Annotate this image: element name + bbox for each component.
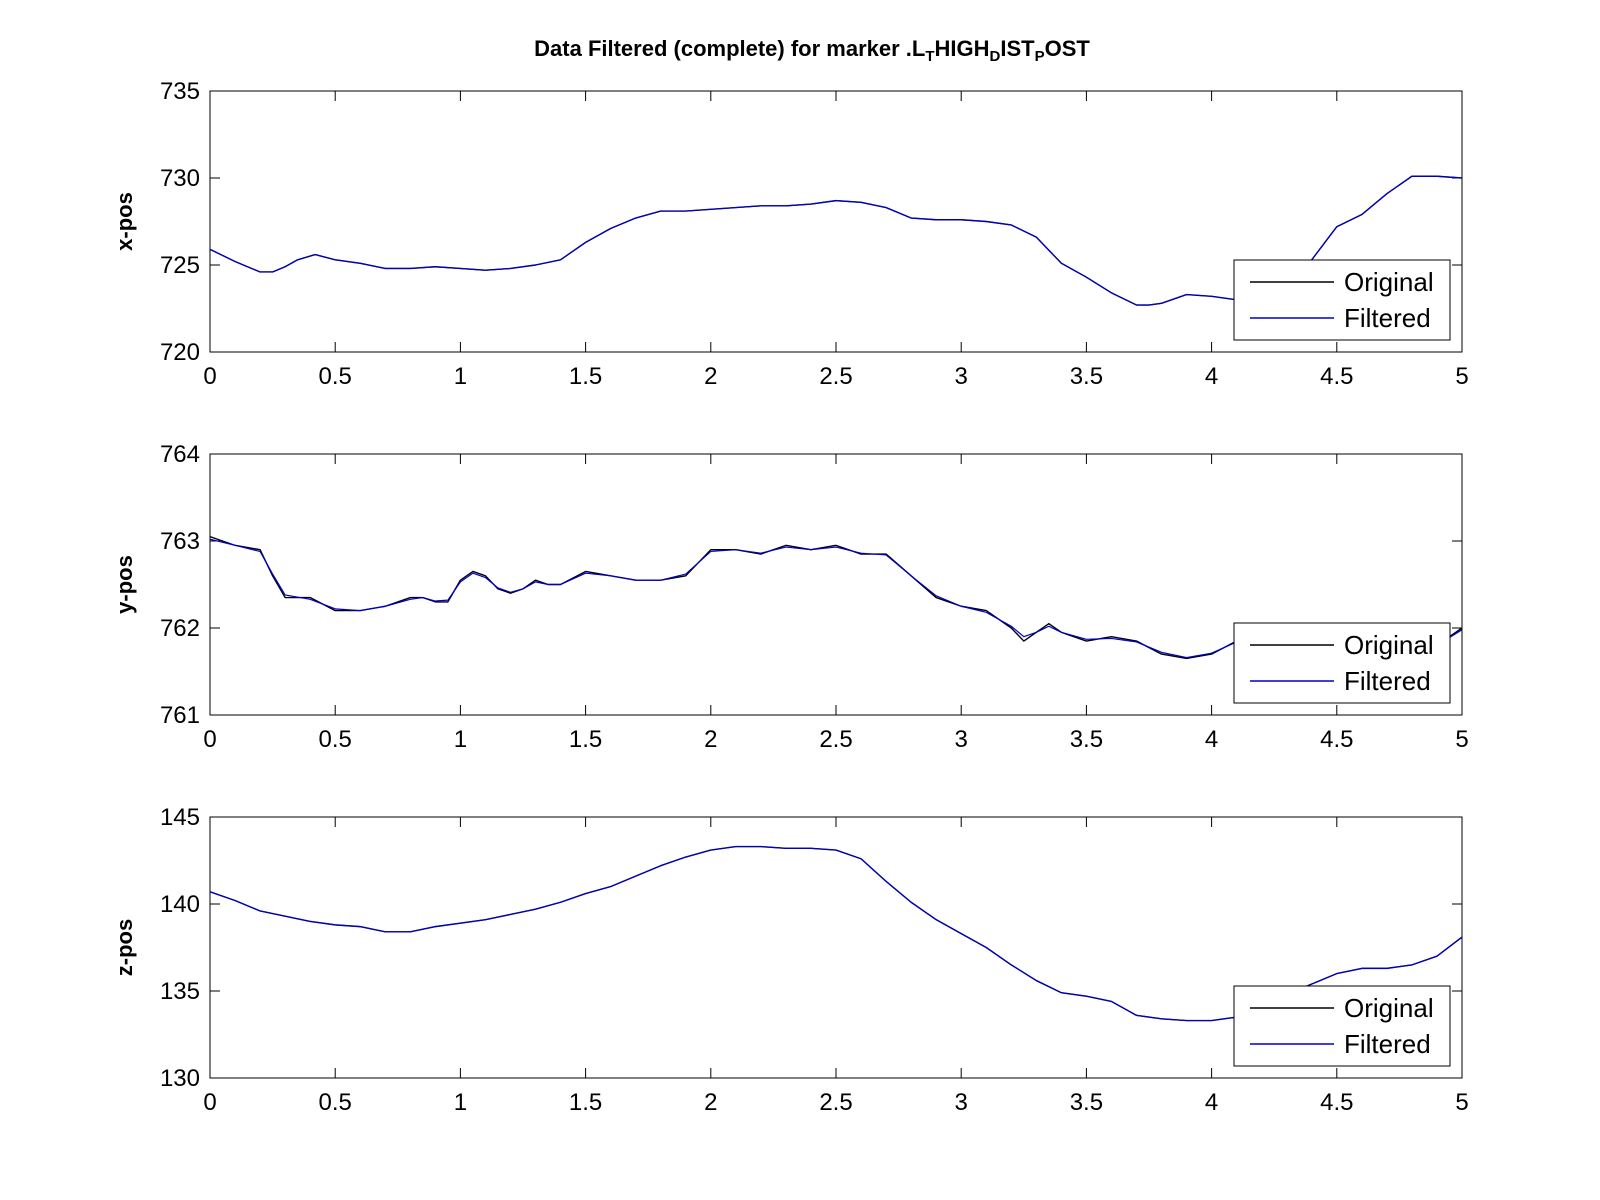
title-subscript: T	[925, 48, 934, 65]
legend-label-filtered: Filtered	[1344, 303, 1431, 333]
title-subscript: P	[1035, 48, 1045, 65]
x-tick-label: 1.5	[569, 726, 602, 753]
x-tick-label: 3	[955, 363, 968, 390]
x-tick-label: 5	[1455, 363, 1468, 390]
x-tick-label: 0	[203, 726, 216, 753]
x-tick-label: 1	[454, 1089, 467, 1116]
y-tick-label: 761	[160, 702, 200, 729]
x-tick-label: 3.5	[1070, 726, 1103, 753]
x-tick-label: 1.5	[569, 363, 602, 390]
x-tick-label: 5	[1455, 1089, 1468, 1116]
x-tick-label: 1	[454, 726, 467, 753]
y-axis-label: y-pos	[112, 555, 137, 614]
x-tick-label: 1.5	[569, 1089, 602, 1116]
title-segment: IST	[1000, 36, 1035, 61]
y-tick-label: 730	[160, 165, 200, 192]
y-tick-label: 735	[160, 78, 200, 105]
y-axis-label: x-pos	[112, 192, 137, 251]
x-tick-label: 2	[704, 363, 717, 390]
x-tick-label: 1	[454, 363, 467, 390]
title-segment: OST	[1045, 36, 1091, 61]
figure-title: Data Filtered (complete) for marker .LTH…	[534, 36, 1090, 65]
legend-box	[1233, 985, 1451, 1067]
legend: Original Filtered	[1233, 259, 1451, 341]
subplot-y-pos: 0 0.5 1 1.5 2 2.5 3 3.5 4 4.5 5 761 762 763 764 y-pos Or…	[112, 441, 1469, 753]
title-segment: Data Filtered (complete) for marker .L	[534, 36, 925, 61]
subplot-z-pos: 0 0.5 1 1.5 2 2.5 3 3.5 4 4.5 5 130 135 140 145 z-pos Or…	[112, 804, 1469, 1116]
series-line-filtered	[210, 538, 1462, 661]
x-tick-label: 2.5	[819, 1089, 852, 1116]
legend-label-original: Original	[1344, 993, 1434, 1023]
x-tick-label: 4	[1205, 363, 1218, 390]
legend: Original Filtered	[1233, 622, 1451, 704]
y-tick-label: 130	[160, 1065, 200, 1092]
legend-label-original: Original	[1344, 630, 1434, 660]
y-tick-label: 135	[160, 978, 200, 1005]
legend-label-original: Original	[1344, 267, 1434, 297]
x-tick-label: 2	[704, 726, 717, 753]
legend-label-filtered: Filtered	[1344, 666, 1431, 696]
x-tick-label: 3.5	[1070, 1089, 1103, 1116]
legend-box	[1233, 259, 1451, 341]
legend-label-filtered: Filtered	[1344, 1029, 1431, 1059]
x-tick-label: 4.5	[1320, 1089, 1353, 1116]
x-tick-label: 5	[1455, 726, 1468, 753]
x-tick-label: 4	[1205, 726, 1218, 753]
legend: Original Filtered	[1233, 985, 1451, 1067]
y-tick-label: 145	[160, 804, 200, 831]
x-tick-label: 4	[1205, 1089, 1218, 1116]
x-tick-label: 2.5	[819, 726, 852, 753]
x-tick-label: 4.5	[1320, 726, 1353, 753]
y-tick-label: 762	[160, 615, 200, 642]
y-axis-label: z-pos	[112, 919, 137, 976]
x-tick-label: 3	[955, 1089, 968, 1116]
x-tick-label: 0	[203, 1089, 216, 1116]
subplot-panels: 0 0.5 1 1.5 2 2.5 3 3.5 4 4.5 5 720 725 730 735 x-pos Or…	[112, 78, 1469, 1116]
x-tick-label: 2.5	[819, 363, 852, 390]
x-tick-label: 2	[704, 1089, 717, 1116]
x-tick-label: 0.5	[319, 726, 352, 753]
y-tick-label: 763	[160, 528, 200, 555]
x-tick-label: 0	[203, 363, 216, 390]
y-tick-label: 725	[160, 252, 200, 279]
y-tick-label: 140	[160, 891, 200, 918]
x-tick-label: 4.5	[1320, 363, 1353, 390]
title-segment: HIGH	[935, 36, 990, 61]
y-tick-label: 720	[160, 339, 200, 366]
y-tick-label: 764	[160, 441, 200, 468]
x-tick-label: 3	[955, 726, 968, 753]
x-tick-label: 3.5	[1070, 363, 1103, 390]
x-tick-label: 0.5	[319, 363, 352, 390]
x-tick-label: 0.5	[319, 1089, 352, 1116]
title-subscript: D	[990, 48, 1001, 65]
subplot-x-pos: 0 0.5 1 1.5 2 2.5 3 3.5 4 4.5 5 720 725 730 735 x-pos Or…	[112, 78, 1469, 390]
legend-box	[1233, 622, 1451, 704]
